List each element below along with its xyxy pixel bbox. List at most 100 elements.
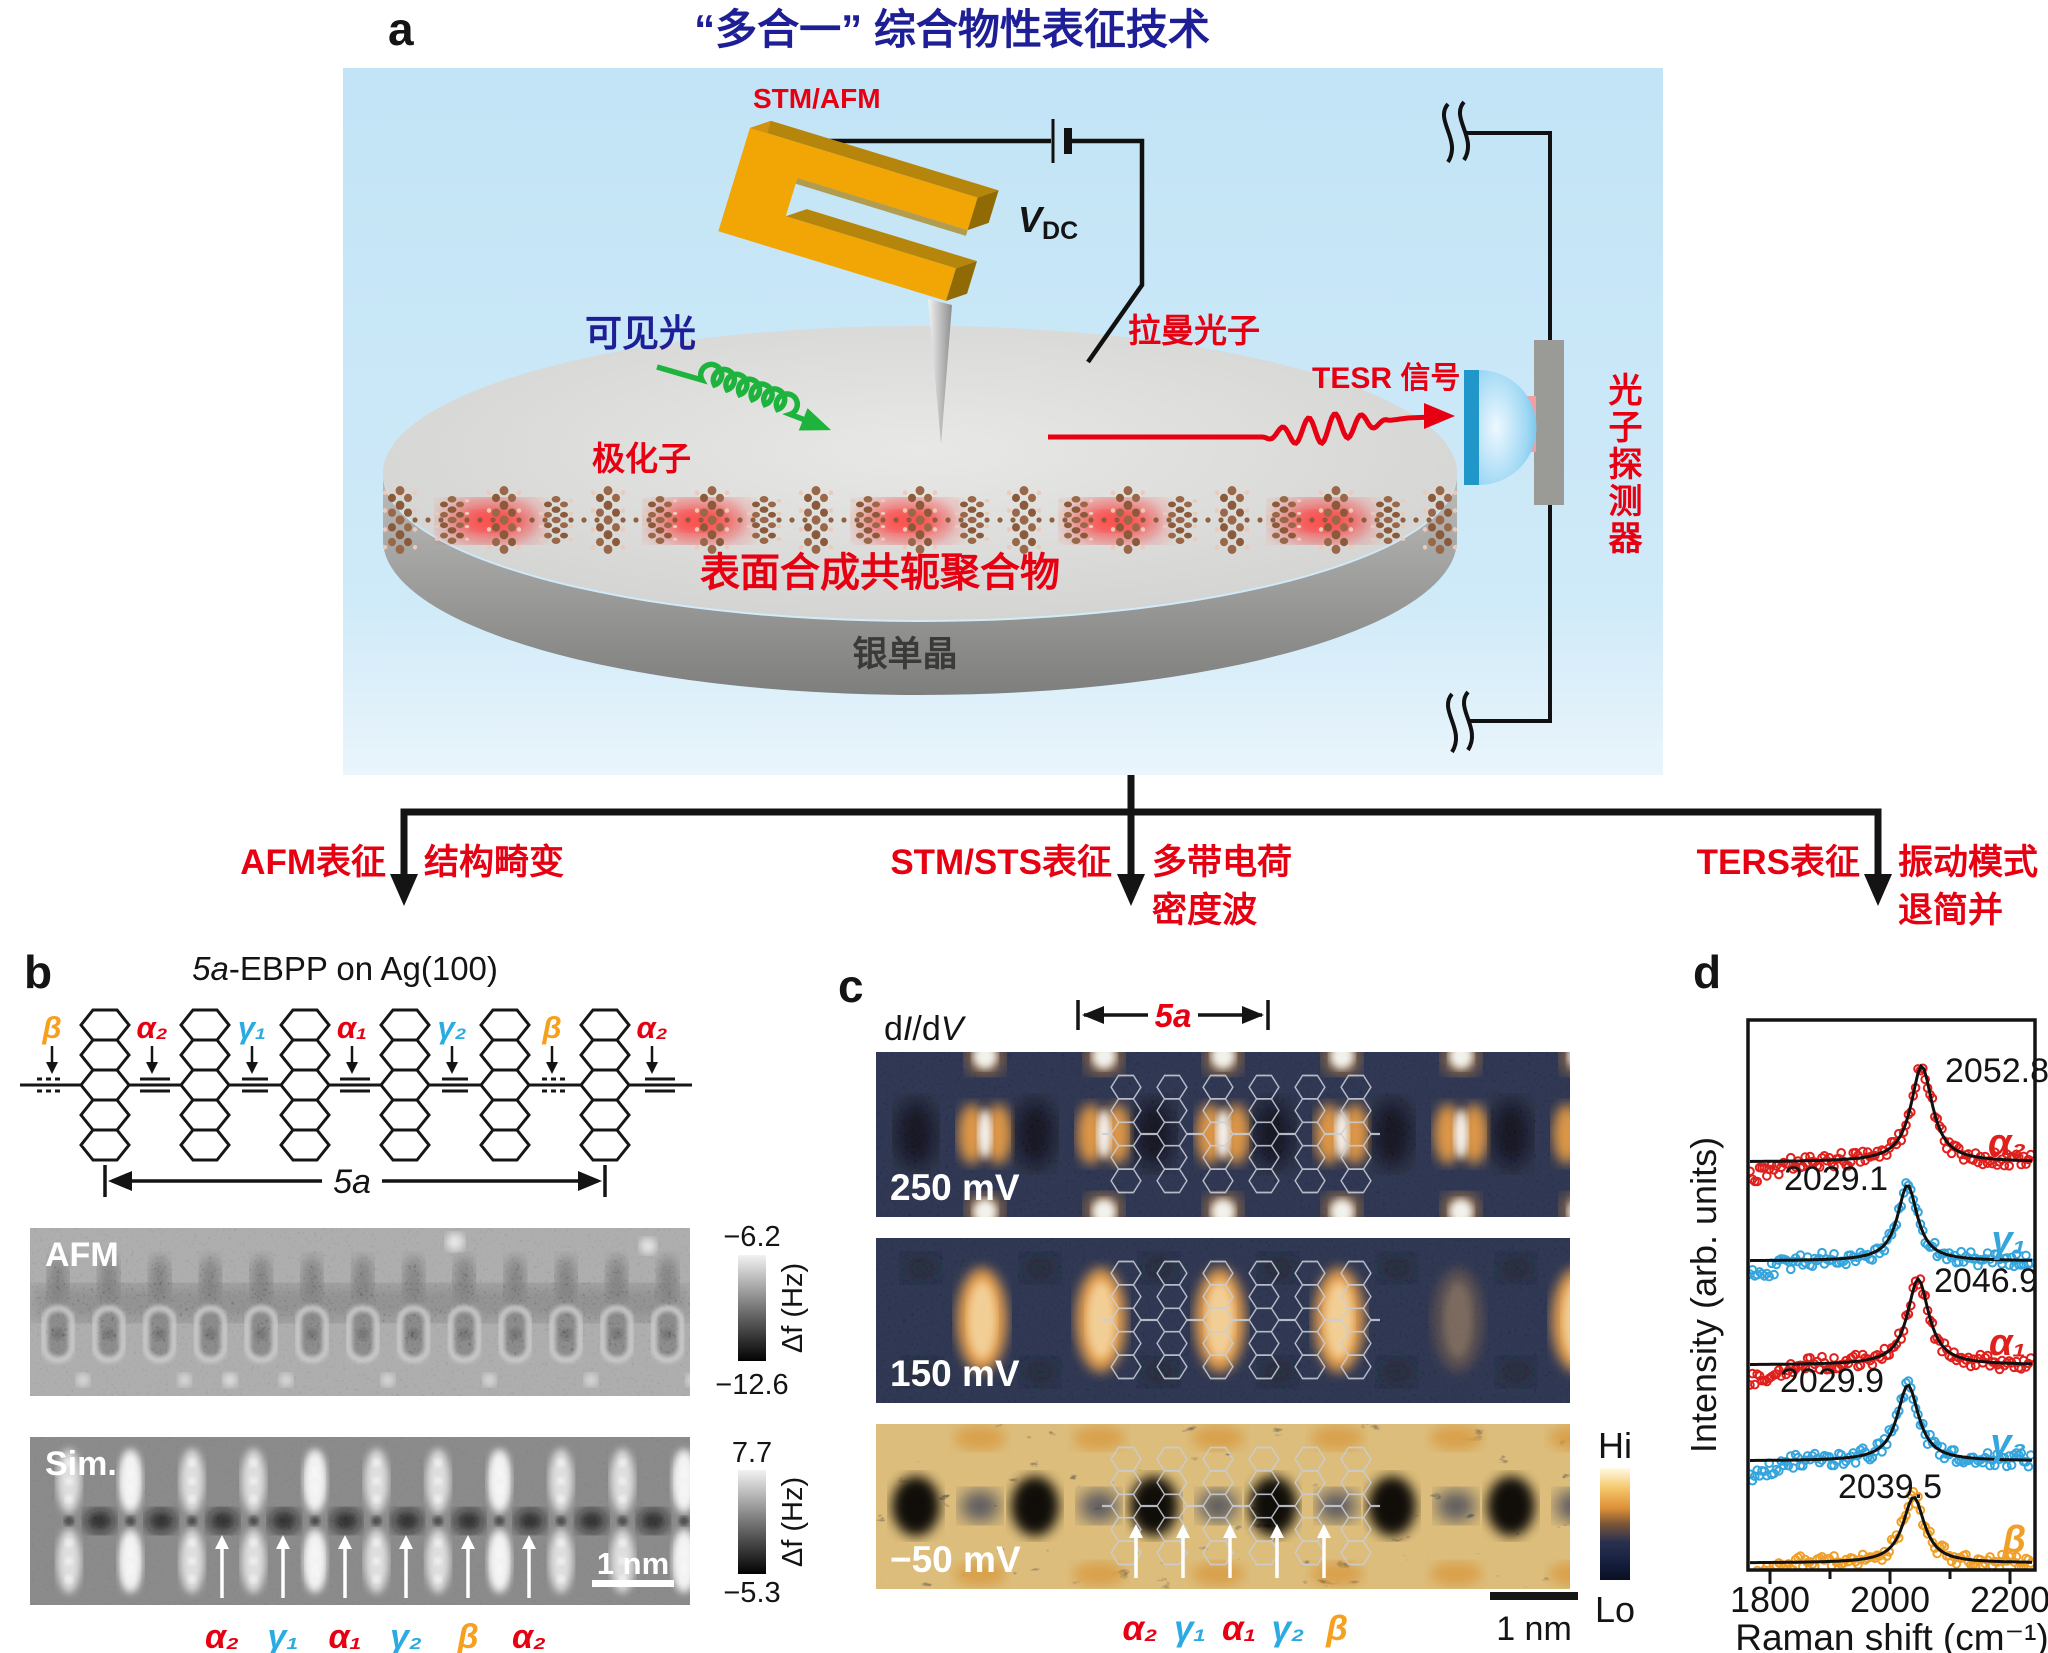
colorbar-lo-label: Lo: [1595, 1589, 1635, 1630]
afm-colorbar-unit: Δf (Hz): [777, 1263, 809, 1353]
series-name-labels: α₂ γ₁ α₁ γ₂ β: [1988, 1122, 2026, 1561]
panel-d-letter: d: [1693, 946, 1721, 998]
detector-circuit-wire: [1441, 100, 1552, 754]
bias-label-250: 250 mV: [890, 1167, 1020, 1208]
flow-result-ters-1: 振动模式: [1898, 843, 2038, 882]
map-site-arrows: [1129, 1524, 1331, 1578]
svg-text:α₁: α₁: [1989, 1322, 2026, 1364]
svg-text:2029.1: 2029.1: [1784, 1160, 1888, 1198]
spectrum-series: [1749, 1376, 2034, 1486]
visible-light-label: 可见光: [585, 313, 696, 354]
afm-image-label: AFM: [45, 1236, 119, 1274]
afm-colorbar-min: −12.6: [715, 1369, 788, 1401]
svg-text:2046.9: 2046.9: [1934, 1262, 2038, 1300]
x-tick-labels: 1800 2000 2200: [1730, 1579, 2048, 1620]
hi-lo-colorbar: Hi Lo: [1595, 1425, 1635, 1630]
afm-colorbar: −6.2 −12.6 Δf (Hz): [715, 1221, 809, 1401]
conjugated-polymer-chain: [382, 485, 1458, 555]
spectrum-series: [1749, 1274, 2034, 1390]
x-axis-ticks: [1768, 1570, 2012, 1584]
stm-afm-label: STM/AFM: [753, 83, 881, 114]
svg-text:2052.8: 2052.8: [1945, 1052, 2048, 1090]
didv-map-150mv: [876, 1238, 1570, 1403]
bond-label: α₁: [337, 1010, 367, 1045]
svg-text:2000: 2000: [1850, 1579, 1930, 1620]
didv-map-minus50mv: [876, 1424, 1570, 1589]
crystal-label: 银单晶: [852, 635, 957, 674]
bias-label-minus50: −50 mV: [890, 1539, 1021, 1580]
bond-label: γ₁: [238, 1010, 266, 1045]
svg-text:1800: 1800: [1730, 1579, 1810, 1620]
svg-text:2200: 2200: [1970, 1579, 2048, 1620]
svg-text:β: β: [456, 1618, 478, 1653]
raman-photon-label: 拉曼光子: [1128, 312, 1260, 349]
bias-circuit-wire: [812, 119, 1145, 364]
panel-b-letter: b: [24, 946, 52, 998]
sim-scale-label: 1 nm: [597, 1546, 669, 1581]
svg-text:α₁: α₁: [1222, 1609, 1256, 1648]
vdc-label: VDC: [1018, 199, 1078, 245]
svg-text:α₁: α₁: [328, 1618, 361, 1653]
flow-result-afm: 结构畸变: [424, 843, 564, 882]
sim-site-labels: α₂ γ₁ α₁ γ₂ β α₂: [205, 1618, 546, 1653]
raman-photon-beam-icon: [1048, 411, 1433, 447]
flow-method-ters: TERS表征: [1697, 843, 1860, 882]
svg-text:β: β: [1325, 1609, 1348, 1648]
panel-b-title: 5a-EBPP on Ag(100): [192, 950, 498, 987]
svg-text:α₂: α₂: [1122, 1609, 1157, 1648]
span-5a-indicator-c: [1076, 1000, 1270, 1030]
bond-label: β: [541, 1010, 561, 1045]
flow-method-afm: AFM表征: [240, 843, 386, 882]
flow-result-sts-2: 密度波: [1152, 890, 1257, 930]
flow-method-sts: STM/STS表征: [890, 843, 1112, 882]
sim-site-arrows: [215, 1535, 536, 1598]
qplus-sensor-icon: [718, 120, 999, 444]
sim-colorbar: 7.7 −5.3 Δf (Hz): [723, 1437, 809, 1609]
sim-colorbar-unit: Δf (Hz): [777, 1477, 809, 1567]
panel-a-letter: a: [388, 3, 414, 55]
bond-label: β: [41, 1010, 61, 1045]
afm-colorbar-max: −6.2: [723, 1221, 780, 1253]
spectrum-series: [1750, 1486, 2034, 1569]
sim-image-label: Sim.: [45, 1445, 117, 1483]
wire-break-icon: [1457, 100, 1471, 162]
tesr-arrowhead: [1424, 403, 1455, 429]
span-5a-label-c: 5a: [1155, 997, 1192, 1034]
peak-annotations: 2052.8 2029.1 2046.9 2029.9 2039.5: [1780, 1052, 2048, 1506]
visible-light-arrowhead: [798, 408, 832, 431]
polaron-label: 极化子: [592, 440, 691, 477]
wire-break-icon: [1441, 102, 1455, 164]
chemical-structure: β α₂ γ₁ α₁ γ₂ β α₂ 5a: [20, 1008, 692, 1201]
photon-detector-label: 光子探测器: [1603, 372, 1641, 557]
panel-c-letter: c: [838, 960, 864, 1012]
wire-break-icon: [1461, 690, 1475, 752]
svg-text:γ₁: γ₁: [1174, 1609, 1206, 1648]
svg-text:γ₂: γ₂: [1272, 1609, 1305, 1648]
map-scale-bar: [1490, 1592, 1578, 1600]
spectrum-series: [1749, 1178, 2034, 1282]
page-title: “多合一” 综合物性表征技术: [694, 6, 1210, 53]
svg-text:α₂: α₂: [1988, 1122, 2026, 1164]
silver-crystal-disc: [383, 326, 1457, 695]
polymer-label: 表面合成共轭聚合物: [700, 551, 1060, 595]
svg-text:2029.9: 2029.9: [1780, 1362, 1884, 1400]
svg-text:β: β: [2001, 1519, 2026, 1561]
stm-tip-icon: [928, 299, 952, 444]
photon-detector-icon: [1464, 340, 1564, 505]
span-5a-label: 5a: [333, 1163, 371, 1201]
afm-image: [30, 1228, 690, 1396]
map-scale-label: 1 nm: [1496, 1610, 1572, 1648]
map-site-labels: α₂ γ₁ α₁ γ₂ β: [1122, 1609, 1347, 1648]
bias-label-150: 150 mV: [890, 1353, 1020, 1394]
svg-text:γ₁: γ₁: [1991, 1219, 2026, 1261]
x-axis-title: Raman shift (cm⁻¹): [1735, 1617, 2048, 1653]
sim-image: [30, 1437, 690, 1605]
flow-result-sts-1: 多带电荷: [1152, 843, 1292, 882]
sim-scale-bar: [592, 1580, 674, 1587]
raman-spectra-plot: [1749, 1063, 2034, 1569]
bond-label: γ₂: [437, 1010, 466, 1045]
svg-text:γ₂: γ₂: [1990, 1422, 2026, 1464]
didv-label: dI/dV: [884, 1010, 967, 1048]
wire-break-icon: [1445, 692, 1459, 754]
